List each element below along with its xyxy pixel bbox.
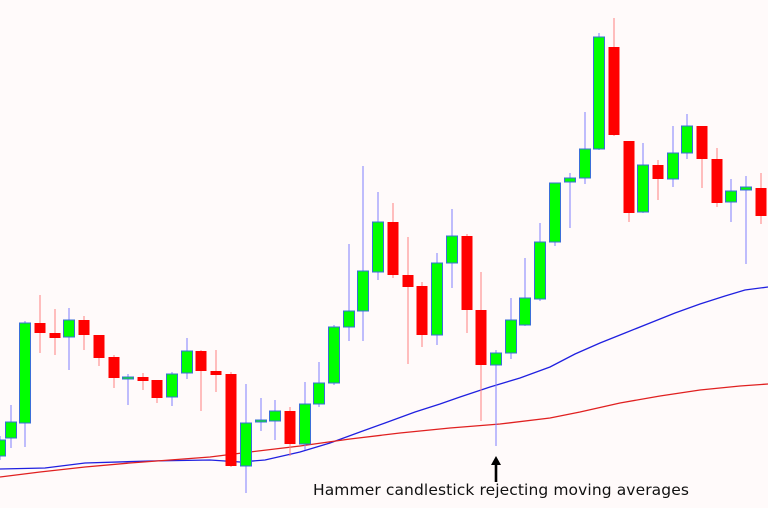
bearish-candle	[49, 309, 61, 355]
bullish-candle	[549, 182, 561, 246]
bearish-candle	[387, 203, 399, 278]
bullish-candle	[181, 338, 193, 379]
arrow-up-icon	[491, 456, 501, 482]
bullish-candle	[0, 436, 6, 460]
bearish-candle	[696, 126, 708, 188]
bullish-candle	[534, 223, 546, 301]
bearish-candle	[195, 350, 207, 411]
bullish-candle	[564, 173, 576, 228]
hammer-annotation-label: Hammer candlestick rejecting moving aver…	[312, 481, 690, 499]
bullish-candle	[372, 192, 384, 280]
candles	[0, 18, 767, 493]
bearish-candle	[475, 272, 487, 421]
bullish-candle	[740, 176, 752, 264]
bullish-candle	[5, 405, 17, 448]
moving-averages	[0, 286, 768, 478]
bullish-candle	[725, 179, 737, 222]
bullish-candle	[343, 244, 355, 341]
bullish-candle	[579, 112, 591, 184]
bullish-candle	[593, 33, 605, 150]
bullish-candle	[328, 325, 340, 385]
bullish-candle	[313, 362, 325, 407]
bearish-candle	[34, 295, 46, 353]
bullish-candle	[299, 382, 311, 450]
fast-moving-average-line	[0, 286, 768, 470]
bullish-candle	[431, 253, 443, 345]
bullish-candle	[446, 209, 458, 288]
bullish-candle	[505, 298, 517, 359]
bullish-candle	[519, 258, 531, 326]
bullish-candle	[269, 400, 281, 440]
bearish-candle	[711, 148, 723, 207]
bearish-candle	[93, 335, 105, 366]
bullish-candle	[122, 374, 134, 405]
bullish-candle	[166, 372, 178, 406]
bearish-candle	[608, 18, 620, 136]
bearish-candle	[755, 173, 767, 224]
bearish-candle	[78, 316, 90, 350]
bearish-candle	[461, 234, 473, 333]
bearish-candle	[623, 141, 635, 222]
bearish-candle	[284, 407, 296, 456]
bearish-candle	[416, 282, 428, 347]
bullish-candle	[667, 126, 679, 187]
bullish-candle	[255, 398, 267, 431]
slow-moving-average-line	[0, 383, 768, 478]
bearish-candle	[210, 350, 222, 392]
bullish-candle	[240, 384, 252, 493]
bullish-candle	[19, 321, 31, 447]
bearish-candle	[108, 355, 120, 388]
bullish-candle	[637, 143, 649, 213]
bullish-candle	[681, 114, 693, 159]
bearish-candle	[137, 373, 149, 390]
bearish-candle	[402, 237, 414, 364]
bullish-candle	[357, 166, 369, 341]
bullish-candle	[63, 308, 75, 370]
bearish-candle	[652, 160, 664, 200]
bullish-candle	[490, 350, 502, 446]
bearish-candle	[151, 380, 163, 403]
bearish-candle	[225, 372, 237, 467]
